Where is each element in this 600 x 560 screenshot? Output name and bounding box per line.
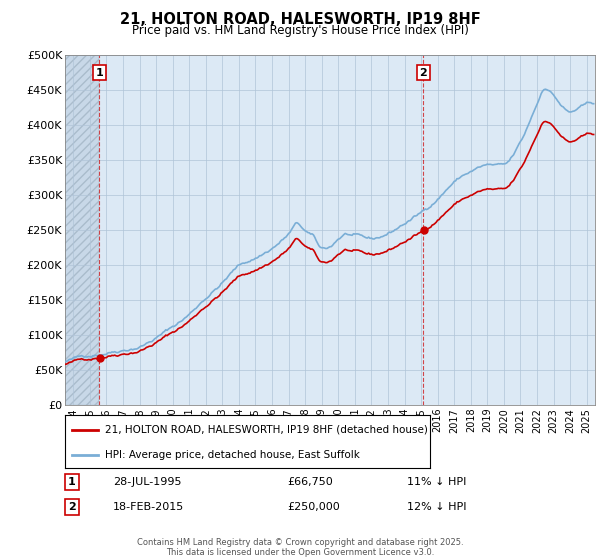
Text: Contains HM Land Registry data © Crown copyright and database right 2025.
This d: Contains HM Land Registry data © Crown c… [137,538,463,557]
Text: £250,000: £250,000 [287,502,340,512]
Text: 21, HOLTON ROAD, HALESWORTH, IP19 8HF (detached house): 21, HOLTON ROAD, HALESWORTH, IP19 8HF (d… [105,425,428,435]
Text: £66,750: £66,750 [287,477,333,487]
Text: 11% ↓ HPI: 11% ↓ HPI [407,477,466,487]
Text: Price paid vs. HM Land Registry's House Price Index (HPI): Price paid vs. HM Land Registry's House … [131,24,469,36]
Text: 21, HOLTON ROAD, HALESWORTH, IP19 8HF: 21, HOLTON ROAD, HALESWORTH, IP19 8HF [119,12,481,27]
Text: 2: 2 [68,502,76,512]
Text: 28-JUL-1995: 28-JUL-1995 [113,477,182,487]
Text: 1: 1 [68,477,76,487]
Text: 2: 2 [419,68,427,77]
Text: 1: 1 [95,68,103,77]
Text: HPI: Average price, detached house, East Suffolk: HPI: Average price, detached house, East… [105,450,360,460]
Text: 18-FEB-2015: 18-FEB-2015 [113,502,184,512]
Text: 12% ↓ HPI: 12% ↓ HPI [407,502,467,512]
